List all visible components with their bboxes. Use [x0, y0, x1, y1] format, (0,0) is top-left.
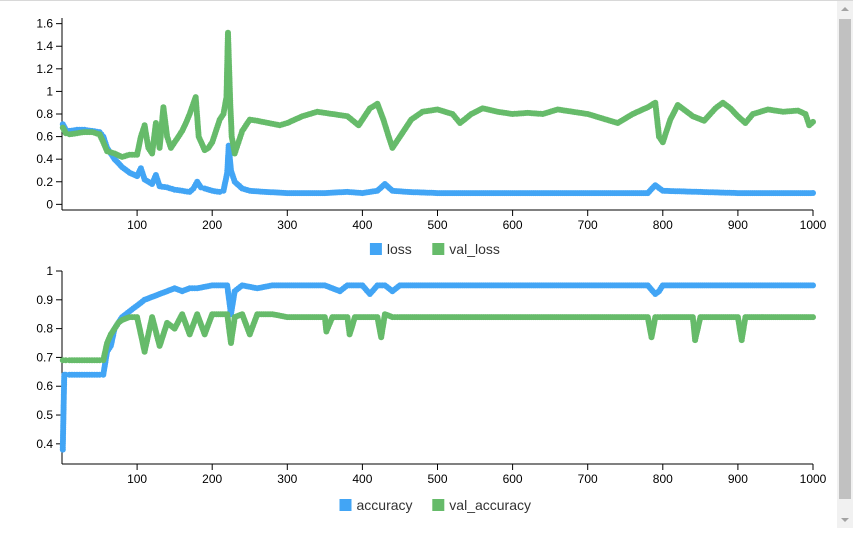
legend-label-loss: loss — [387, 241, 412, 257]
legend-swatch-val_accuracy — [432, 499, 445, 511]
legend-swatch-loss — [369, 243, 382, 255]
x-tick-label: 600 — [503, 472, 523, 486]
x-tick-label: 1000 — [800, 472, 827, 486]
series-markers-loss — [59, 121, 816, 197]
scroll-up-arrow-icon[interactable] — [837, 1, 853, 17]
x-tick-label: 200 — [202, 472, 222, 486]
y-tick-label: 0.7 — [36, 350, 53, 364]
x-tick-label: 100 — [127, 218, 147, 232]
x-tick-label: 800 — [653, 218, 673, 232]
y-tick-label: 1.6 — [36, 17, 53, 31]
data-point — [810, 190, 816, 197]
x-tick-label: 500 — [427, 472, 447, 486]
y-tick-label: 1 — [46, 84, 53, 98]
y-tick-label: 0.6 — [36, 379, 53, 393]
legend-label-accuracy: accuracy — [357, 497, 413, 513]
y-tick-label: 1.4 — [36, 39, 53, 53]
x-tick-label: 400 — [352, 472, 372, 486]
x-tick-label: 300 — [277, 218, 297, 232]
data-point — [810, 282, 816, 289]
x-tick-label: 400 — [352, 218, 372, 232]
legend-label-val_accuracy: val_accuracy — [449, 497, 531, 513]
x-tick-label: 900 — [728, 472, 748, 486]
y-tick-label: 0.8 — [36, 322, 53, 336]
vertical-scrollbar[interactable] — [837, 1, 853, 528]
y-tick-label: 0.4 — [36, 152, 53, 166]
data-point — [810, 314, 816, 321]
legend-label-val_loss: val_loss — [449, 241, 500, 257]
charts-canvas: 0 0.2 0.4 0.6 0.8 1 1.2 1.4 1.6 100 200 300 400 500 60… — [36, 17, 826, 513]
y-tick-label: 1 — [46, 264, 53, 278]
x-tick-label: 800 — [653, 472, 673, 486]
x-tick-label: 700 — [578, 218, 598, 232]
legend-swatch-val_loss — [432, 243, 445, 255]
y-tick-label: 0.4 — [36, 437, 53, 451]
x-tick-label: 500 — [427, 218, 447, 232]
series-markers-val_loss — [59, 29, 816, 160]
y-tick-label: 0.9 — [36, 293, 53, 307]
accuracy-chart: 0.4 0.5 0.6 0.7 0.8 0.9 1 100 200 300 400 500 600 700… — [36, 264, 826, 513]
scroll-down-arrow-icon[interactable] — [837, 512, 853, 528]
y-tick-label: 1.2 — [36, 62, 53, 76]
x-tick-label: 100 — [127, 472, 147, 486]
x-tick-label: 200 — [202, 218, 222, 232]
data-point — [810, 118, 816, 125]
y-tick-label: 0.2 — [36, 175, 53, 189]
legend: accuracy val_accuracy — [339, 497, 531, 513]
series-markers-val_accuracy — [59, 311, 816, 364]
x-tick-label: 700 — [578, 472, 598, 486]
legend: loss val_loss — [369, 241, 500, 257]
legend-swatch-accuracy — [339, 499, 352, 511]
y-tick-label: 0.5 — [36, 408, 53, 422]
scroll-thumb[interactable] — [839, 19, 851, 499]
x-tick-label: 1000 — [800, 218, 827, 232]
series-line-accuracy — [62, 284, 813, 450]
series-markers-accuracy — [59, 282, 816, 453]
x-tick-label: 300 — [277, 472, 297, 486]
x-tick-label: 600 — [503, 218, 523, 232]
x-tick-label: 900 — [728, 218, 748, 232]
loss-chart: 0 0.2 0.4 0.6 0.8 1 1.2 1.4 1.6 100 200 300 400 500 60… — [36, 17, 826, 257]
y-tick-label: 0.6 — [36, 130, 53, 144]
y-tick-label: 0 — [46, 197, 53, 211]
y-tick-label: 0.8 — [36, 107, 53, 121]
series-line-loss — [62, 123, 813, 194]
